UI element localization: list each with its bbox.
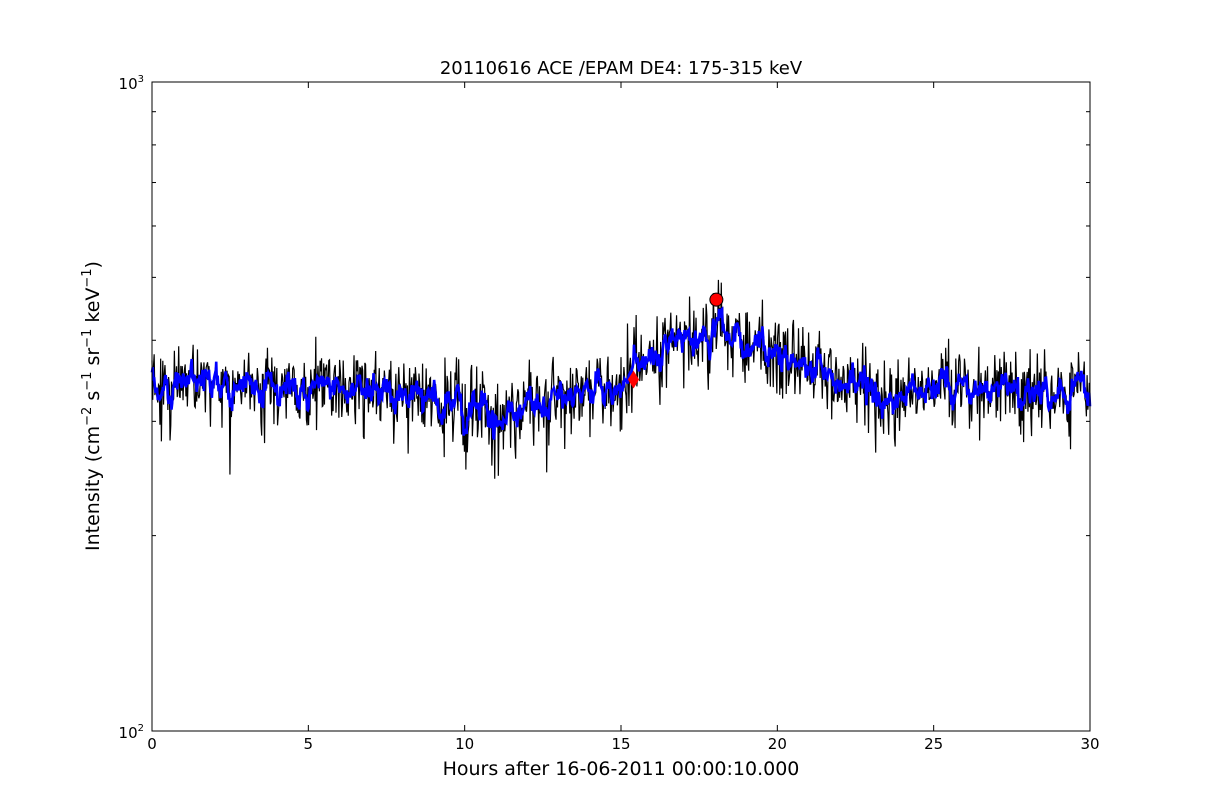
x-axis-label: Hours after 16-06-2011 00:00:10.000 [443, 758, 800, 780]
x-tick-label: 5 [304, 735, 314, 753]
y-axis: 102 103 [119, 74, 1090, 742]
x-tick-label: 10 [455, 735, 474, 753]
y-tick-label: 103 [119, 74, 144, 93]
peak-marker [709, 292, 724, 307]
x-tick-label: 25 [924, 735, 943, 753]
y-tick-label: 102 [119, 723, 144, 742]
x-tick-label: 0 [147, 735, 157, 753]
chart-title: 20110616 ACE /EPAM DE4: 175-315 keV [440, 58, 803, 79]
x-axis: 0 5 10 15 20 25 30 [147, 82, 1100, 753]
y-axis-label: Intensity (cm−2 s−1 sr−1 keV−1) [80, 261, 104, 551]
series-smoothed-line [150, 306, 1092, 440]
marker-layer [627, 292, 724, 389]
x-tick-label: 15 [611, 735, 630, 753]
onset-marker [627, 370, 640, 389]
series-layer [150, 279, 1092, 479]
x-tick-label: 20 [768, 735, 787, 753]
x-tick-label: 30 [1080, 735, 1099, 753]
